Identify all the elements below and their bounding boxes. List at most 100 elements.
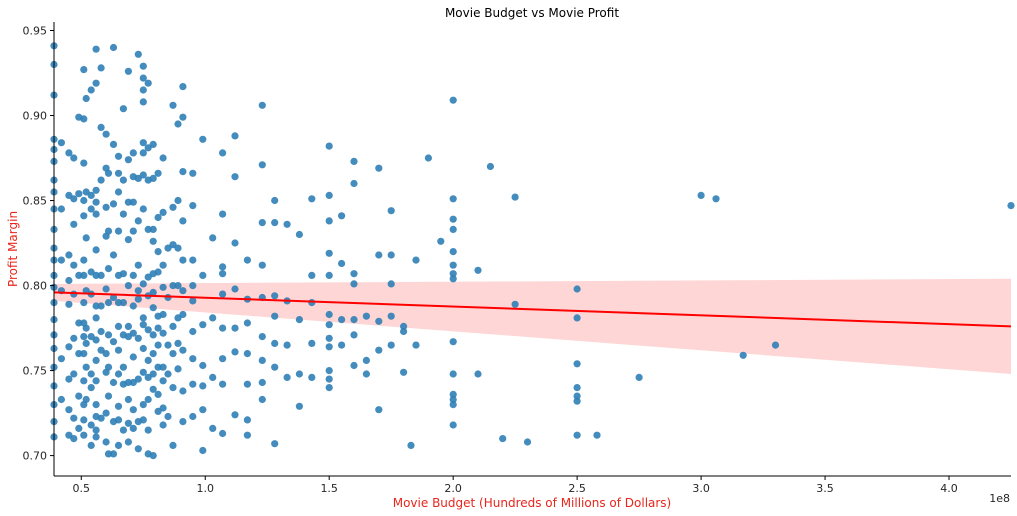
data-point <box>209 373 217 381</box>
data-point <box>231 285 239 293</box>
data-point <box>119 176 127 184</box>
data-point <box>523 438 532 446</box>
data-point <box>139 368 147 376</box>
data-point <box>119 105 127 113</box>
data-point <box>449 96 457 104</box>
data-point <box>164 341 172 349</box>
data-point <box>474 266 482 274</box>
data-point <box>97 327 105 336</box>
data-point <box>80 271 88 279</box>
data-point <box>154 248 162 256</box>
data-point <box>169 384 177 392</box>
data-point <box>144 225 152 233</box>
data-point <box>739 351 747 359</box>
data-point <box>144 356 152 364</box>
y-tick-label: 0.85 <box>23 195 48 208</box>
data-point <box>139 314 147 322</box>
data-point <box>325 310 333 319</box>
data-point <box>129 302 137 310</box>
data-point <box>104 299 113 307</box>
data-point <box>87 441 95 449</box>
data-point <box>209 314 217 322</box>
data-point <box>139 344 147 353</box>
data-point <box>139 171 147 179</box>
data-point <box>174 339 182 347</box>
data-point <box>80 299 88 307</box>
data-point <box>82 234 90 242</box>
data-point <box>70 370 78 378</box>
data-point <box>102 203 110 211</box>
data-point <box>57 139 65 147</box>
data-point <box>139 401 147 409</box>
data-point <box>209 234 217 242</box>
x-tick-label: 1.0 <box>196 482 214 495</box>
data-point <box>412 256 420 264</box>
y-tick-label: 0.70 <box>23 450 48 463</box>
data-point <box>149 452 157 460</box>
data-point <box>338 316 346 324</box>
data-point <box>149 385 157 393</box>
data-point <box>92 377 100 385</box>
y-tick-label: 0.75 <box>23 365 48 378</box>
data-point <box>325 375 333 383</box>
data-point <box>350 331 358 339</box>
data-point <box>144 326 152 334</box>
data-point <box>124 419 132 427</box>
data-point <box>92 336 100 344</box>
data-point <box>199 361 207 370</box>
data-point <box>325 384 333 392</box>
regression-line-layer <box>53 291 1012 328</box>
data-point <box>271 292 279 300</box>
x-axis-offset-label: 1e8 <box>989 492 1010 505</box>
data-point <box>65 406 73 414</box>
data-point <box>387 207 395 215</box>
data-point <box>375 251 383 259</box>
data-point <box>92 356 100 364</box>
data-point <box>92 198 100 206</box>
data-point <box>179 83 187 91</box>
data-point <box>325 367 333 375</box>
data-point <box>87 86 95 94</box>
data-point <box>169 203 177 211</box>
data-point <box>179 418 187 426</box>
data-point <box>109 200 118 208</box>
data-point <box>109 140 118 148</box>
data-point <box>114 169 123 177</box>
data-point <box>499 435 507 443</box>
y-axis-label: Profit Margin <box>6 211 20 287</box>
data-point <box>412 341 420 349</box>
data-point <box>75 350 83 358</box>
x-tick-label: 4.0 <box>940 482 958 495</box>
data-point <box>258 219 266 227</box>
data-point <box>149 350 157 358</box>
confidence-band-layer <box>54 278 1011 374</box>
data-point <box>70 334 78 342</box>
data-point <box>87 191 95 199</box>
data-point <box>325 191 333 199</box>
data-point <box>154 341 162 349</box>
data-point <box>57 355 65 363</box>
data-point <box>70 414 78 422</box>
data-point <box>449 370 457 378</box>
data-point <box>114 188 123 196</box>
data-point <box>129 424 137 432</box>
data-point <box>114 370 123 378</box>
data-point <box>189 380 197 388</box>
data-point <box>87 421 95 429</box>
data-point <box>199 271 207 279</box>
data-point <box>70 154 78 162</box>
data-point <box>92 79 100 87</box>
data-point <box>179 287 187 295</box>
data-point <box>104 450 113 458</box>
data-point <box>139 149 147 157</box>
data-point <box>169 101 177 109</box>
data-point <box>573 397 581 405</box>
data-point <box>139 74 147 82</box>
data-point <box>219 380 227 388</box>
data-point <box>82 324 90 332</box>
data-point <box>169 350 177 358</box>
data-point <box>104 331 113 339</box>
data-point <box>449 401 457 409</box>
data-point <box>139 321 147 329</box>
data-point <box>219 324 227 332</box>
